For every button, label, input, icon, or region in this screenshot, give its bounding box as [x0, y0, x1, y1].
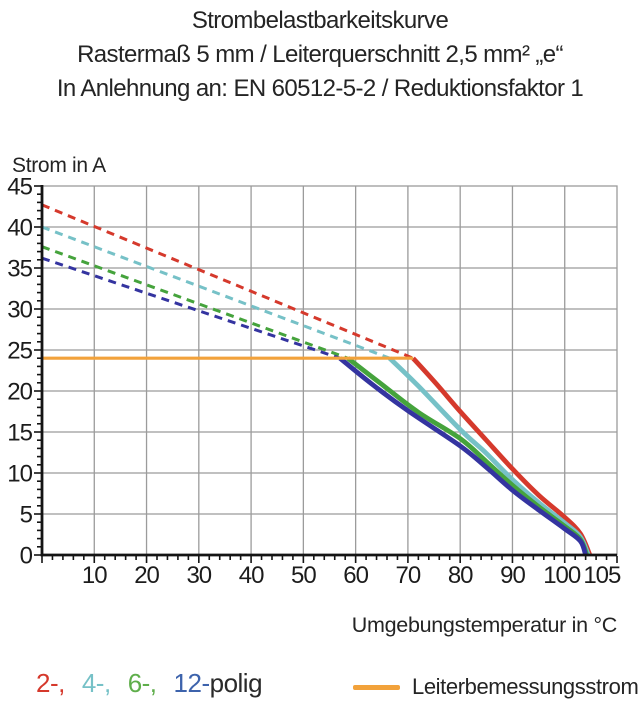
poles-legend: 2-, 4-, 6-, 12- polig [36, 668, 263, 699]
x-tick-label-105: 105 [583, 562, 621, 589]
rated-current-legend: Leiterbemessungsstrom [353, 674, 639, 700]
x-tick-label-60: 60 [343, 562, 368, 589]
series-6-polig-derating-line [41, 245, 349, 360]
y-tick-label-35: 35 [7, 256, 32, 283]
chart-title-block: Strombelastbarkeitskurve Rastermaß 5 mm … [0, 4, 640, 106]
x-tick-label-50: 50 [291, 562, 316, 589]
rated-current-label: Leiterbemessungsstrom [412, 674, 639, 699]
x-tick-label-70: 70 [396, 562, 421, 589]
y-tick-label-15: 15 [7, 420, 32, 447]
y-tick-label-20: 20 [7, 379, 32, 406]
chart-title: Strombelastbarkeitskurve [191, 7, 449, 34]
series-6-polig-curve [346, 356, 589, 556]
series-12-polig-curve [338, 356, 588, 556]
x-tick-label-100: 100 [543, 562, 581, 589]
x-tick-label-30: 30 [186, 562, 211, 589]
chart-subtitle: Rastermaß 5 mm / Leiterquerschnitt 2,5 m… [77, 41, 563, 68]
series-2-polig-curve [411, 356, 593, 556]
plot-svg: Strom in A 0 5 10 15 20 25 30 35 40 45 10 20 30 40 50 6… [7, 154, 622, 637]
series-6-polig [41, 245, 589, 556]
grid-lines [41, 185, 618, 556]
x-tick-label-10: 10 [82, 562, 107, 589]
x-tick-label-90: 90 [500, 562, 525, 589]
axis-ticks [34, 185, 618, 563]
x-axis-title: Umgebungstemperatur in °C [352, 613, 617, 637]
chart-standard-note: In Anlehnung an: EN 60512-5-2 / Reduktio… [56, 75, 584, 102]
legend-row: 2-, 4-, 6-, 12- polig Leiterbemessungsstrom [0, 666, 640, 712]
rated-current-swatch [353, 684, 400, 690]
tick-labels: 0 5 10 15 20 25 30 35 40 45 10 20 30 40 50 60 70 80 90 100 1… [7, 174, 622, 589]
series-12-polig-derating-line [41, 256, 341, 360]
series-2-polig-derating-line [41, 203, 414, 360]
poles-legend-items: 2-, 4-, 6-, 12- [36, 668, 210, 699]
pole-legend-item-12-polig: 12- [173, 668, 211, 698]
x-tick-label-40: 40 [239, 562, 264, 589]
series-2-polig [41, 203, 593, 556]
y-tick-label-0: 0 [20, 543, 33, 570]
x-tick-label-80: 80 [448, 562, 473, 589]
y-tick-label-5: 5 [20, 502, 33, 529]
y-tick-label-30: 30 [7, 297, 32, 324]
axes [40, 185, 617, 557]
y-tick-label-40: 40 [7, 215, 32, 242]
pole-legend-item-6-polig: 6-, [127, 668, 157, 698]
y-tick-label-10: 10 [7, 461, 32, 488]
plot-generated: 0 5 10 15 20 25 30 35 40 45 10 20 30 40 50 60 70 80 90 100 1… [7, 174, 622, 589]
series-4-polig-derating-line [41, 225, 391, 360]
y-axis-title: Strom in A [12, 154, 106, 177]
series-12-polig [41, 256, 588, 556]
poles-legend-suffix: polig [209, 668, 263, 698]
x-tick-label-20: 20 [134, 562, 159, 589]
y-tick-label-25: 25 [7, 338, 32, 365]
y-tick-label-45: 45 [7, 174, 32, 201]
pole-legend-item-4-polig: 4-, [81, 668, 111, 698]
pole-legend-item-2-polig: 2-, [36, 668, 65, 698]
